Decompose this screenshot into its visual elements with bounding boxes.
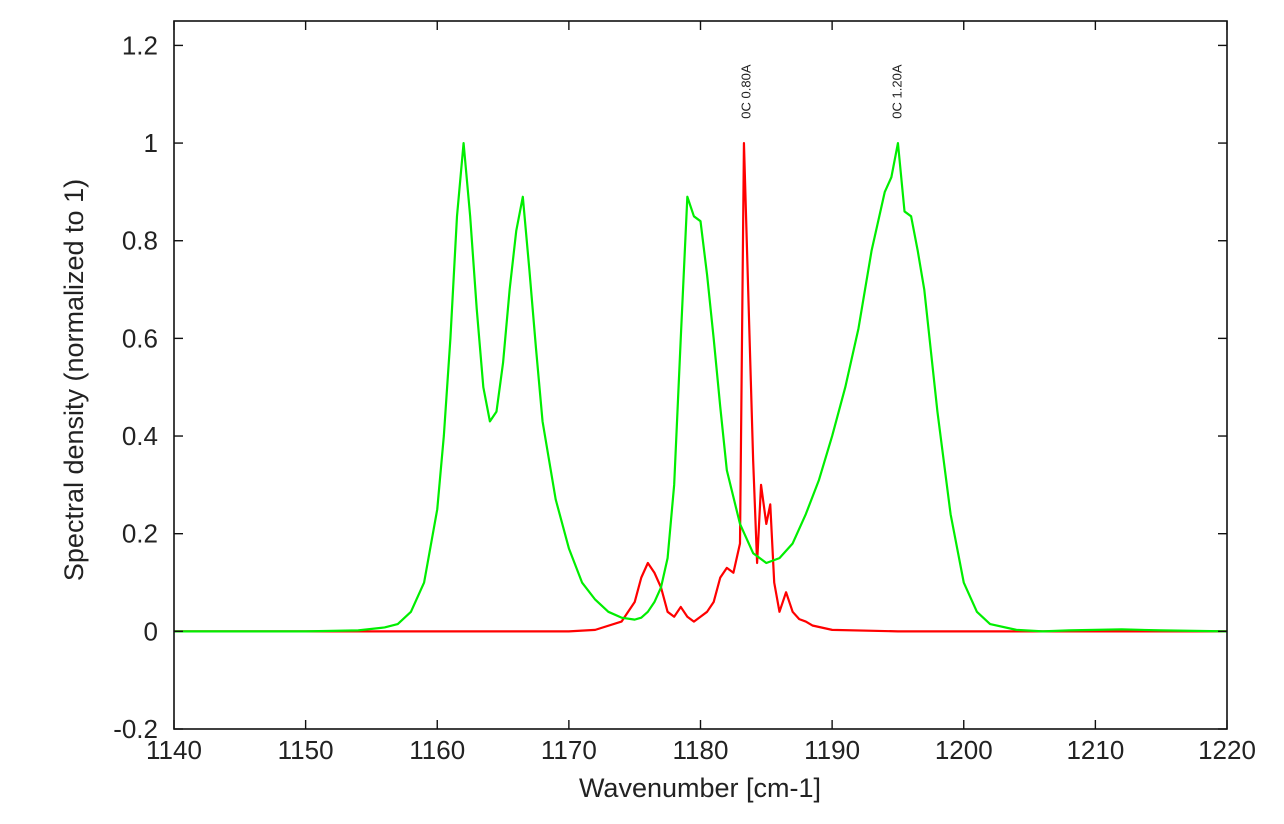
x-tick-label: 1200 [935,735,993,765]
x-tick-label: 1140 [146,735,202,765]
x-tick-label: 1170 [541,735,597,765]
x-tick-label: 1150 [278,735,334,765]
x-tick-label: 1220 [1198,735,1256,765]
x-tick-label: 1210 [1066,735,1124,765]
series-layer [174,141,1228,633]
y-tick-label: 0.8 [122,226,158,256]
x-tick-label: 1190 [804,735,860,765]
x-tick-label: 1180 [673,735,729,765]
y-tick-label: 1 [144,128,158,158]
x-axis-ticks: 1140 1150 1160 1170 1180 1190 1200 1210 1220 [146,21,1256,765]
y-tick-label: -0.2 [113,714,158,744]
y-tick-label: 0.4 [122,421,158,451]
plot-frame [173,20,1228,730]
y-axis-label: Spectral density (normalized to 1) [59,179,89,581]
y-axis-ticks: -0.2 0 0.2 0.4 0.6 0.8 1 1.2 [113,30,1227,744]
series-line-1 [174,141,1228,633]
series-line-0 [174,141,1227,633]
y-tick-label: 1.2 [122,30,158,60]
y-tick-label: 0 [144,616,158,646]
peak-annotation-label: 0C 0.80A [738,64,753,119]
x-tick-label: 1160 [409,735,465,765]
x-axis-label: Wavenumber [cm-1] [579,773,821,803]
plot-background [174,21,1227,729]
y-tick-label: 0.2 [122,519,158,549]
peak-annotation-label: 0C 1.20A [890,64,905,119]
peak-annotations: 0C 0.80A 0C 1.20A [738,64,904,119]
y-tick-label: 0.6 [122,323,158,353]
